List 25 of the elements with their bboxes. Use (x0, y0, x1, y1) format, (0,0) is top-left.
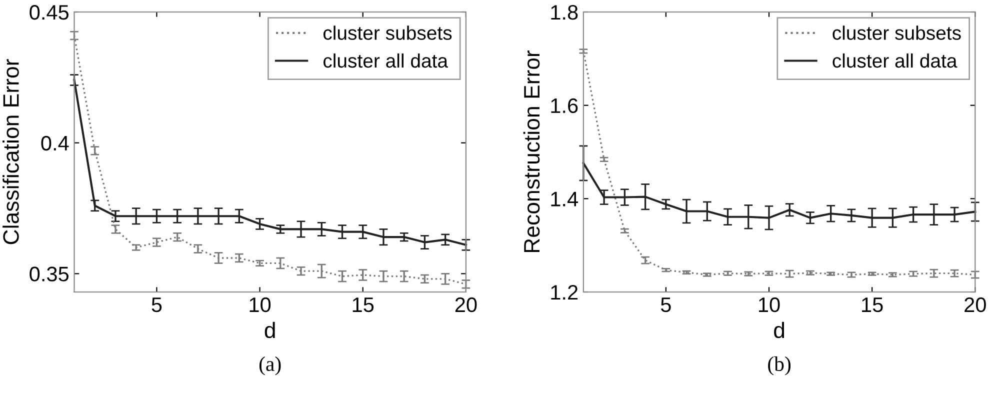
legend-label: cluster all data (323, 53, 448, 68)
text: (b) (768, 356, 791, 376)
x-tick-label: 20 (455, 297, 477, 312)
y-tick-label: 1.4 (551, 192, 578, 206)
x-tick-label: 15 (862, 298, 883, 312)
x-tick-label: 10 (759, 297, 780, 312)
legend-label: cluster subsets (323, 26, 452, 40)
x-tick-label: 10 (250, 297, 271, 312)
x-tick-label: 15 (352, 298, 374, 312)
y-tick-label: 0.4 (41, 136, 69, 151)
x-tick-label: 5 (152, 298, 162, 312)
y-tick-label: 0.35 (30, 266, 69, 282)
x-tick-label: 5 (660, 298, 671, 312)
x-tick-label: 20 (964, 297, 986, 312)
y-tick-label: 1.8 (551, 5, 578, 20)
x-axis-title: d (264, 322, 275, 338)
y-tick-label: 1.2 (551, 285, 578, 300)
y-tick-label: 1.6 (551, 98, 578, 114)
x-axis-title: d (774, 322, 784, 338)
legend-label: cluster all data (832, 53, 958, 68)
y-axis-title: Classification Error (2, 59, 19, 244)
legend-label: cluster subsets (832, 26, 961, 40)
text: (a) (259, 356, 281, 376)
y-axis-title: Reconstruction Error (523, 50, 540, 252)
y-tick-label: 0.45 (30, 5, 69, 20)
